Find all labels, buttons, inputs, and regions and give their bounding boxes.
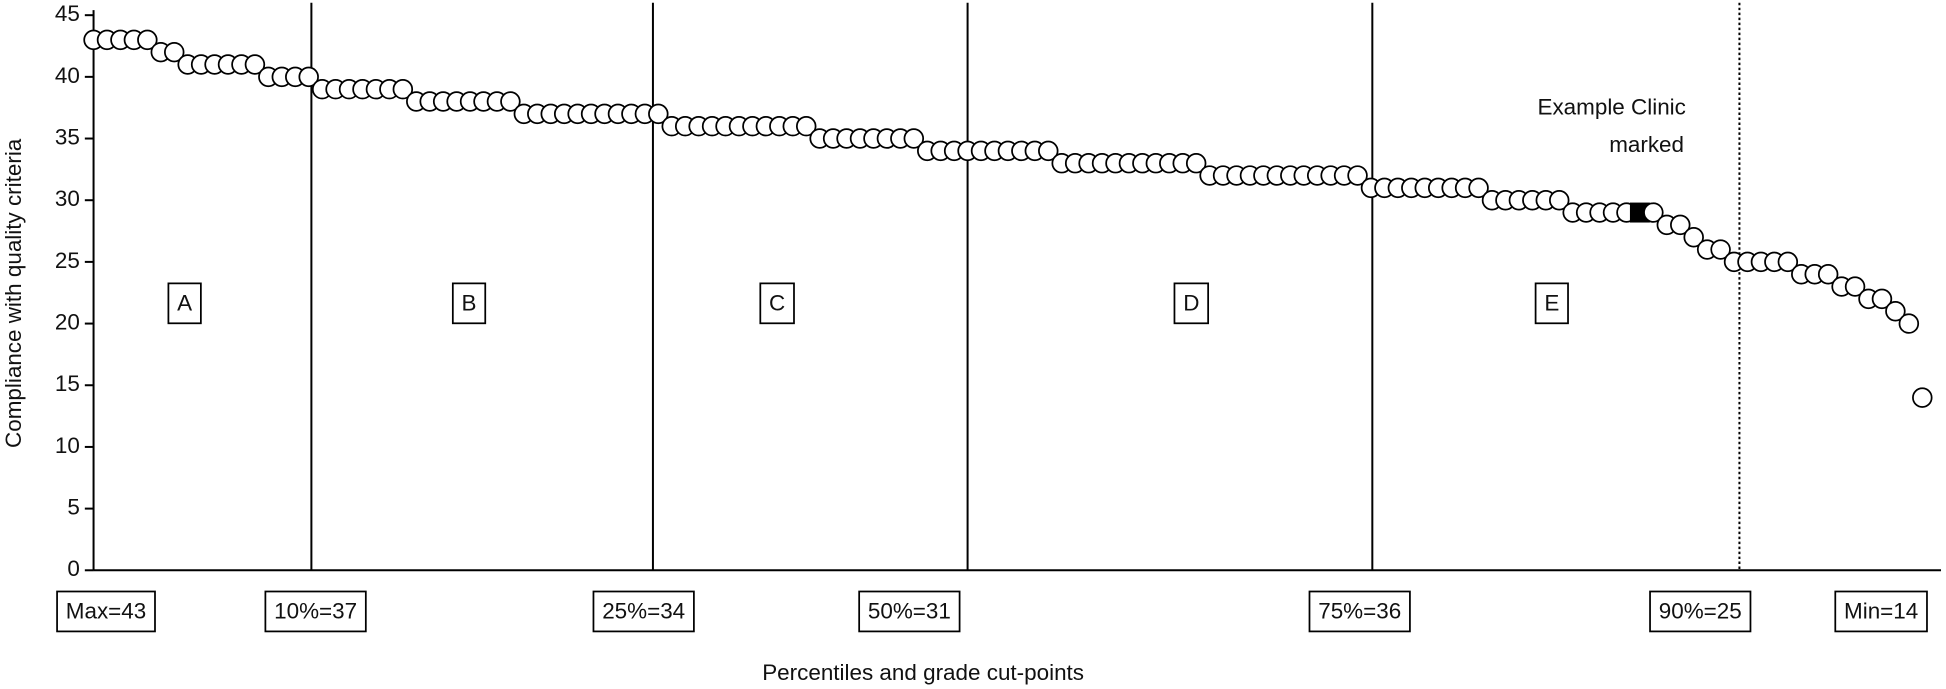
- grade-label-text: C: [769, 291, 785, 316]
- grade-label-box: [1173, 282, 1210, 325]
- y-tick-label: 15: [55, 371, 80, 396]
- cut-label: 50%=31: [858, 590, 961, 633]
- cut-label: 10%=37: [264, 590, 367, 633]
- point: [244, 54, 266, 75]
- y-tick-label: 40: [55, 63, 80, 88]
- cut-label-box: [1834, 590, 1928, 633]
- cut-label-text: 25%=34: [602, 599, 685, 624]
- y-tick-label: 25: [55, 248, 80, 273]
- point: [1683, 226, 1704, 248]
- cut-label-box: [56, 590, 156, 633]
- cut-label-box: [1649, 590, 1752, 633]
- y-tick-label: 20: [55, 310, 80, 335]
- point: [164, 41, 185, 63]
- cut-label-box: [858, 590, 961, 633]
- cut-label-text: Max=43: [66, 599, 146, 624]
- point: [1817, 263, 1839, 285]
- grade-label-text: D: [1183, 291, 1199, 316]
- y-axis-title: Compliance with quality criteria: [1, 138, 26, 448]
- point: [137, 29, 158, 51]
- cut-label: Min=14: [1834, 590, 1928, 633]
- grade-label: D: [1173, 282, 1210, 325]
- cut-label: 90%=25: [1649, 590, 1752, 633]
- grade-label-box: [167, 282, 202, 325]
- x-axis-title: Percentiles and grade cut-points: [762, 660, 1084, 685]
- point: [500, 91, 521, 112]
- cut-label-text: 50%=31: [868, 599, 951, 624]
- cut-label-box: [592, 590, 695, 633]
- point: [298, 66, 319, 88]
- point: [1710, 239, 1731, 260]
- y-tick-label: 5: [67, 495, 79, 520]
- cut-label: 25%=34: [592, 590, 695, 633]
- point: [1871, 288, 1893, 310]
- point: [1347, 165, 1368, 186]
- grade-label-box: [451, 282, 487, 325]
- grade-label-text: B: [462, 291, 477, 316]
- point: [648, 103, 669, 125]
- point: [1670, 214, 1691, 236]
- point: [1777, 251, 1799, 273]
- point: [1468, 177, 1489, 199]
- annotation: Example Clinic marked: [1537, 95, 1685, 157]
- point: [1898, 313, 1920, 334]
- point: [795, 115, 817, 137]
- cut-label-text: 90%=25: [1659, 599, 1742, 624]
- grade-label: A: [167, 282, 202, 325]
- point: [392, 78, 414, 100]
- cut-label: 75%=36: [1308, 590, 1411, 633]
- y-tick-label: 10: [55, 433, 80, 458]
- cut-label-text: 75%=36: [1318, 599, 1401, 624]
- grade-label-box: [759, 282, 795, 325]
- grade-label-box: [1534, 282, 1569, 325]
- grade-label: E: [1534, 282, 1569, 325]
- grade-label: C: [759, 282, 795, 325]
- point: [1643, 202, 1664, 223]
- y-tick-label: 35: [55, 124, 80, 149]
- point: [1912, 387, 1933, 408]
- point: [1844, 276, 1866, 297]
- cut-label-box: [264, 590, 367, 633]
- cut-label-text: Min=14: [1844, 599, 1918, 624]
- grade-label: B: [451, 282, 487, 325]
- cut-label-text: 10%=37: [274, 599, 357, 624]
- cut-label-box: [1308, 590, 1411, 633]
- y-tick-label: 0: [67, 556, 79, 581]
- y-tick-label: 30: [55, 186, 80, 211]
- grade-label-text: A: [177, 291, 192, 316]
- point: [1549, 189, 1570, 211]
- point: [1185, 152, 1207, 174]
- point: [1885, 301, 1906, 322]
- point: [1038, 140, 1059, 162]
- cut-label: Max=43: [56, 590, 156, 633]
- point: [903, 128, 925, 149]
- grade-label-text: E: [1544, 291, 1559, 316]
- y-tick-label: 45: [55, 1, 80, 26]
